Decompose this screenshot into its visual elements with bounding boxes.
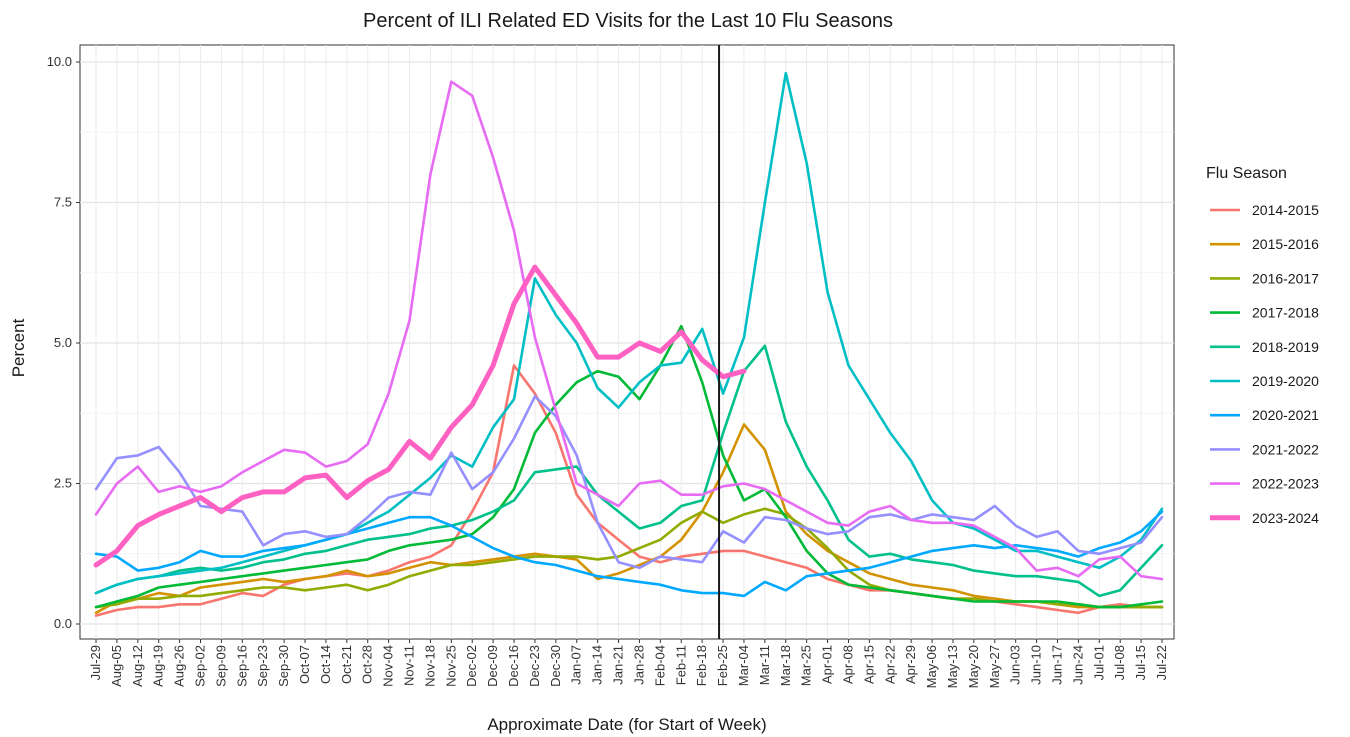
x-tick-label: Feb-04 [652,645,667,686]
series-line-2023-2024 [93,264,747,568]
series-line-2020-2021 [94,510,1164,598]
legend-label: 2016-2017 [1252,270,1319,286]
x-tick-label: Jan-28 [631,645,646,685]
y-tick-label: 5.0 [54,335,72,350]
x-tick-label: Aug-05 [109,645,124,687]
x-tick-label: Dec-16 [506,645,521,687]
chart-title: Percent of ILI Related ED Visits for the… [363,10,893,32]
x-tick-label: Dec-02 [464,645,479,687]
legend-label: 2019-2020 [1252,373,1319,389]
legend-label: 2015-2016 [1252,236,1319,252]
y-tick-label: 2.5 [54,476,72,491]
legend-label: 2014-2015 [1252,202,1319,218]
legend-label: 2017-2018 [1252,305,1319,321]
y-axis-label: Percent [9,318,28,377]
x-tick-label: Sep-23 [255,645,270,687]
x-tick-label: Feb-18 [694,645,709,686]
series-line-2018-2019 [94,344,1164,598]
series-line-2015-2016 [94,423,1164,615]
legend: Flu Season 2014-2015 2015-2016 2016-2017 20… [1206,165,1319,526]
series-lines [93,71,1164,617]
x-tick-label: Jul-29 [88,645,103,680]
x-tick-label: Oct-28 [360,645,375,684]
x-tick-label: Jan-07 [569,645,584,685]
x-tick-label: May-06 [924,645,939,688]
x-tick-label: Oct-21 [339,645,354,684]
series-line-2016-2017 [94,507,1164,609]
x-axis: Jul-29 Aug-05 Aug-12 Aug-19 Aug-26 Sep-02 Sep-… [88,639,1169,688]
x-tick-label: Mar-11 [757,645,772,685]
x-tick-label: May-13 [945,645,960,688]
plot-panel [79,44,1175,640]
x-tick-label: Aug-26 [172,645,187,687]
legend-label: 2020-2021 [1252,407,1319,423]
y-tick-label: 10.0 [47,54,72,69]
x-tick-label: Aug-19 [151,645,166,687]
series-line-2021-2022 [94,395,1164,570]
x-tick-label: Sep-16 [234,645,249,687]
x-tick-label: Sep-02 [193,645,208,687]
x-tick-label: May-27 [987,645,1002,688]
x-tick-label: Mar-25 [799,645,814,686]
x-tick-label: Jul-01 [1091,645,1106,680]
x-axis-label: Approximate Date (for Start of Week) [487,715,766,734]
x-tick-label: Dec-09 [485,645,500,687]
x-tick-label: Nov-04 [381,645,396,687]
legend-label: 2022-2023 [1252,476,1319,492]
x-tick-label: Dec-23 [527,645,542,687]
x-tick-label: Jan-21 [611,645,626,685]
x-tick-label: Jun-24 [1070,645,1085,685]
x-tick-label: Jun-10 [1029,645,1044,685]
x-tick-label: Nov-11 [402,645,417,686]
legend-label: 2023-2024 [1252,510,1319,526]
x-tick-label: Nov-25 [443,645,458,687]
x-tick-label: Jan-14 [590,645,605,685]
x-tick-label: Apr-29 [903,645,918,684]
x-tick-label: Jul-15 [1133,645,1148,680]
x-tick-label: Apr-01 [820,645,835,684]
x-tick-label: Apr-22 [882,645,897,684]
y-axis: 0.0 2.5 5.0 7.5 10.0 [47,54,80,631]
series-line-2017-2018 [94,324,1164,609]
x-tick-label: May-20 [966,645,981,688]
x-tick-label: Jun-17 [1049,645,1064,685]
legend-label: 2021-2022 [1252,441,1319,457]
series-line-2019-2020 [94,71,1164,595]
x-tick-label: Dec-30 [548,645,563,687]
x-tick-label: Oct-14 [318,645,333,684]
x-tick-label: Oct-07 [297,645,312,684]
series-line-2022-2023 [94,80,1164,581]
x-tick-label: Sep-30 [276,645,291,687]
x-tick-label: Sep-09 [213,645,228,687]
legend-title: Flu Season [1206,165,1287,182]
y-tick-label: 0.0 [54,616,72,631]
x-tick-label: Mar-18 [778,645,793,686]
x-tick-label: Jul-08 [1112,645,1127,680]
x-tick-label: Aug-12 [130,645,145,687]
x-tick-label: Nov-18 [422,645,437,687]
y-tick-label: 7.5 [54,195,72,210]
x-tick-label: Feb-25 [715,645,730,686]
x-tick-label: Feb-11 [673,645,688,685]
x-tick-label: Jun-03 [1008,645,1023,685]
x-tick-label: Mar-04 [736,645,751,686]
legend-label: 2018-2019 [1252,339,1319,355]
x-tick-label: Apr-15 [861,645,876,684]
x-tick-label: Jul-22 [1154,645,1169,680]
x-tick-label: Apr-08 [840,645,855,684]
